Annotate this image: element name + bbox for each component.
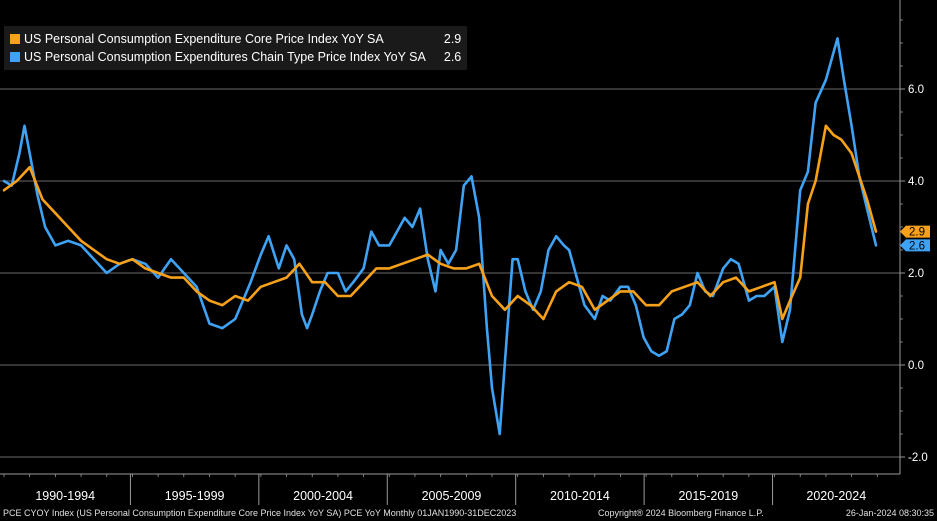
x-period-label: 1995-1999	[165, 489, 225, 503]
last-value-labels: 2.92.6	[900, 225, 930, 252]
y-tick-label: 6.0	[908, 84, 924, 96]
last-value-text: 2.6	[909, 240, 925, 252]
x-period-label: 2010-2014	[550, 489, 610, 503]
legend-swatch-headline	[10, 52, 20, 62]
x-period-label: 1990-1994	[35, 489, 95, 503]
series-layer	[2, 37, 878, 436]
line-chart: -2.0 0.0 2.0 4.0 6.0 1990-1994 1995-1999 2000-…	[0, 0, 930, 505]
footer-timestamp: 26-Jan-2024 08:30:35	[845, 508, 934, 518]
last-value-text: 2.9	[909, 227, 925, 239]
footer-copyright: Copyright® 2024 Bloomberg Finance L.P.	[598, 508, 764, 518]
x-axis: 1990-1994 1995-1999 2000-2004 2005-2009 2010…	[0, 473, 900, 503]
x-period-label: 2005-2009	[422, 489, 482, 503]
series-line-headline	[2, 37, 878, 436]
footer-source: PCE CYOY Index (US Personal Consumption …	[3, 508, 517, 518]
legend-value-headline: 2.6	[443, 50, 462, 64]
legend-label-headline: US Personal Consumption Expenditures Cha…	[24, 50, 426, 64]
y-axis: -2.0 0.0 2.0 4.0 6.0	[899, 0, 928, 474]
last-value-flag	[900, 225, 930, 238]
y-tick-label: 4.0	[908, 176, 924, 188]
grid-lines	[0, 88, 900, 458]
y-tick-label: 0.0	[908, 360, 924, 372]
last-value-label-core: 2.9	[900, 225, 930, 239]
x-period-label: 2000-2004	[293, 489, 353, 503]
legend-swatch-core	[10, 34, 20, 44]
footer: PCE CYOY Index (US Personal Consumption …	[0, 505, 937, 521]
legend-item-core[interactable]: US Personal Consumption Expenditure Core…	[10, 30, 461, 48]
y-tick-label: 2.0	[908, 268, 924, 280]
y-tick-label: -2.0	[908, 452, 928, 464]
last-value-flag	[900, 239, 930, 252]
legend-value-core: 2.9	[443, 32, 462, 46]
x-period-label: 2020-2024	[806, 489, 866, 503]
x-axis-period-separators	[129, 474, 774, 505]
series-line-core	[2, 124, 878, 321]
legend-item-headline[interactable]: US Personal Consumption Expenditures Cha…	[10, 48, 461, 66]
legend-label-core: US Personal Consumption Expenditure Core…	[24, 32, 384, 46]
legend: US Personal Consumption Expenditure Core…	[4, 26, 468, 70]
x-period-label: 2015-2019	[678, 489, 738, 503]
last-value-label-headline: 2.6	[900, 239, 930, 252]
